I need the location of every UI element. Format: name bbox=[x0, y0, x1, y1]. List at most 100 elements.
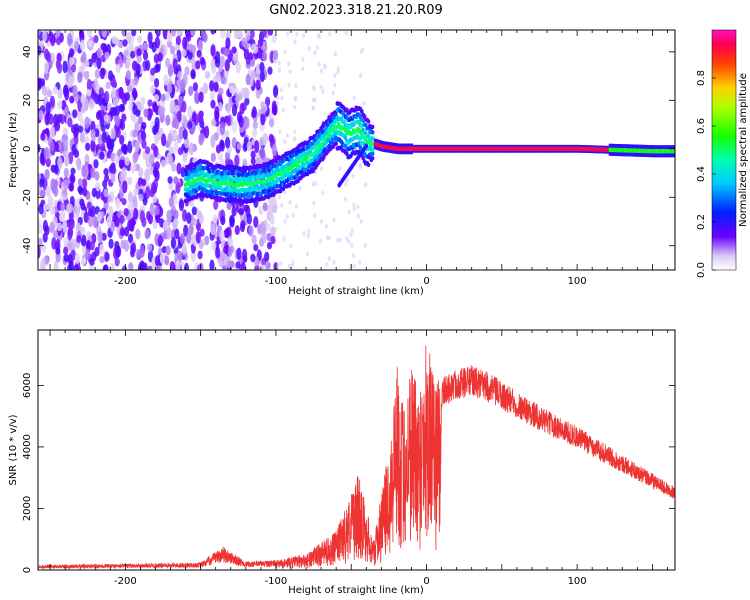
spectrogram-noise-cell bbox=[119, 134, 125, 145]
spectrogram-noise-cell bbox=[173, 141, 179, 154]
spectrogram-noise-cell bbox=[133, 207, 139, 220]
spectrogram-tone-cell bbox=[462, 146, 466, 151]
spectrogram-ridge-cell bbox=[370, 142, 375, 147]
spectrogram-noise-cell bbox=[154, 36, 160, 49]
spectrogram-noise-cell bbox=[182, 209, 188, 222]
spectrogram-noise-cell bbox=[50, 206, 56, 216]
spectrogram-ridge-cell bbox=[330, 140, 334, 145]
spectrogram-noise-cell bbox=[38, 172, 42, 181]
spectrogram-noise-cell bbox=[47, 195, 54, 208]
spectrogram-noise-cell bbox=[135, 228, 141, 240]
spectrogram-noise-cell bbox=[49, 221, 55, 234]
spectrogram-tone-cell bbox=[437, 146, 441, 151]
spectrogram-noise-cell bbox=[38, 224, 43, 234]
spectrogram-noise-cell bbox=[104, 90, 110, 104]
spectrogram-noise-cell bbox=[333, 82, 337, 88]
spectrogram-ridge-cell bbox=[360, 109, 364, 114]
spectrogram-noise-cell bbox=[148, 165, 154, 176]
spectrogram-noise-cell bbox=[102, 179, 108, 188]
spectrogram-noise-cell bbox=[147, 31, 153, 44]
spectrogram-noise-cell bbox=[67, 117, 73, 128]
spectrogram-noise-cell bbox=[287, 263, 291, 269]
spectrogram-noise-cell bbox=[119, 227, 126, 237]
spectrogram-noise-cell bbox=[234, 154, 240, 167]
spectrogram-tone-cell bbox=[482, 146, 486, 151]
spectrogram-tone-cell bbox=[616, 147, 619, 153]
spectrogram-noise-cell bbox=[80, 106, 86, 114]
spectrogram-noise-cell bbox=[121, 113, 127, 122]
spectrogram-noise-cell bbox=[86, 78, 92, 92]
spectrogram-noise-cell bbox=[204, 125, 210, 139]
spectrogram-noise-cell bbox=[101, 130, 107, 144]
spectrogram-noise-cell bbox=[182, 36, 188, 50]
spectrogram-noise-cell bbox=[90, 139, 96, 152]
spectrogram-noise-cell bbox=[165, 245, 171, 256]
spectrogram-tone-cell bbox=[634, 148, 637, 153]
spectrogram-noise-cell bbox=[63, 167, 69, 179]
spectrogram-tone-cell bbox=[428, 146, 431, 151]
spectrogram-noise-cell bbox=[186, 30, 192, 42]
spectrogram-noise-cell bbox=[68, 203, 74, 213]
spectrogram-noise-cell bbox=[90, 129, 96, 139]
spectrogram-noise-cell bbox=[154, 116, 160, 128]
spectrogram-noise-cell bbox=[118, 159, 124, 169]
spectrogram-noise-cell bbox=[267, 66, 273, 75]
spectrogram-tone-cell bbox=[484, 146, 488, 151]
spectrogram-noise-cell bbox=[132, 195, 138, 208]
spectrogram-ridge-cell bbox=[334, 141, 338, 146]
spectrogram-noise-cell bbox=[272, 49, 279, 60]
spectrogram-noise-cell bbox=[327, 256, 331, 262]
colorbar-tick-label: 0.0 bbox=[696, 262, 707, 278]
spectrogram-noise-cell bbox=[160, 93, 166, 102]
spectrogram-tone-cell bbox=[525, 146, 529, 151]
spectrogram-ridge-cell bbox=[362, 114, 367, 119]
spectrogram-ridge-cell bbox=[358, 136, 363, 141]
spectrogram-noise-cell bbox=[169, 261, 175, 270]
spectrogram-ridge-cell bbox=[331, 128, 336, 133]
spectrogram-noise-cell bbox=[176, 30, 182, 36]
spectrogram-tone-cell bbox=[549, 146, 553, 151]
spectrogram-noise-cell bbox=[147, 99, 153, 107]
spectrogram-noise-cell bbox=[127, 140, 133, 154]
spectrogram-noise-cell bbox=[301, 66, 305, 72]
spectrogram-noise-cell bbox=[134, 139, 140, 153]
y-tick-label: 0 bbox=[22, 567, 33, 573]
spectrogram-noise-cell bbox=[227, 237, 233, 247]
spectrogram-noise-cell bbox=[45, 157, 51, 168]
spectrogram-noise-cell bbox=[38, 30, 41, 37]
spectrogram-noise-cell bbox=[76, 158, 82, 171]
spectrogram-noise-cell bbox=[306, 251, 310, 257]
spectrogram-noise-cell bbox=[164, 92, 170, 101]
spectrogram-ridge-cell bbox=[357, 141, 361, 146]
spectrogram-noise-cell bbox=[202, 32, 208, 43]
spectrogram-tone-cell bbox=[532, 146, 536, 151]
spectrogram-tone-cell bbox=[527, 146, 531, 151]
spectrogram-noise-cell bbox=[152, 195, 158, 203]
spectrogram-noise-cell bbox=[106, 137, 112, 150]
spectrogram-noise-cell bbox=[255, 87, 261, 99]
spectrogram-noise-cell bbox=[126, 31, 132, 45]
spectrogram-noise-cell bbox=[176, 162, 182, 175]
spectrogram-noise-cell bbox=[282, 236, 286, 242]
spectrogram-noise-cell bbox=[226, 102, 232, 115]
spectrogram-noise-cell bbox=[226, 115, 232, 127]
spectrogram-tone-cell bbox=[417, 146, 421, 151]
x-tick-label: -100 bbox=[265, 276, 288, 287]
spectrogram-noise-cell bbox=[49, 126, 56, 139]
spectrogram-noise-cell bbox=[253, 216, 259, 228]
spectrogram-noise-cell bbox=[99, 243, 105, 255]
spectrogram-noise-cell bbox=[114, 105, 120, 116]
spectrogram-noise-cell bbox=[289, 243, 293, 249]
spectrogram-tone-cell bbox=[393, 146, 397, 151]
spectrogram-noise-cell bbox=[95, 111, 102, 121]
spectrogram-tone-cell bbox=[673, 149, 675, 154]
spectrogram-tone-cell bbox=[395, 146, 399, 151]
spectrogram-noise-cell bbox=[238, 208, 244, 216]
spectrogram-noise-cell bbox=[114, 216, 120, 228]
spectrogram-noise-cell bbox=[226, 260, 232, 269]
spectrogram-noise-cell bbox=[293, 104, 297, 110]
spectrogram-noise-cell bbox=[86, 30, 93, 38]
spectrogram-tone-cell bbox=[547, 146, 551, 151]
spectrogram-tone-cell bbox=[569, 146, 572, 151]
